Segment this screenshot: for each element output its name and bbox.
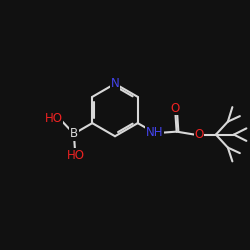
Text: B: B <box>70 127 78 140</box>
Text: NH: NH <box>146 126 163 140</box>
Text: N: N <box>110 77 120 90</box>
Text: HO: HO <box>67 149 85 162</box>
Text: O: O <box>171 102 180 115</box>
Text: HO: HO <box>45 112 63 124</box>
Text: O: O <box>194 128 204 141</box>
